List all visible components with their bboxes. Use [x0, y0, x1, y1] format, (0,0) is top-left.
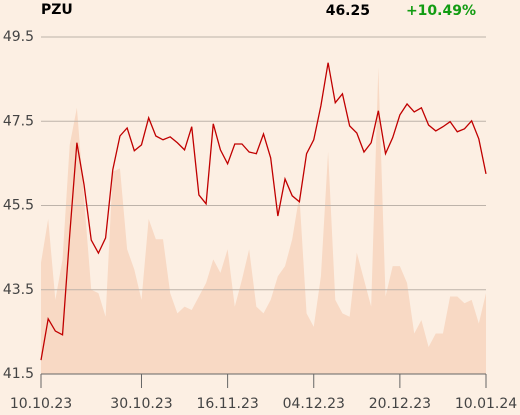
chart-title: PZU — [41, 2, 73, 18]
x-tick-label: 10.10.23 — [10, 396, 72, 412]
x-tick-label: 30.10.23 — [110, 396, 172, 412]
x-tick-label: 04.12.23 — [283, 396, 345, 412]
x-tick-label: 16.11.23 — [196, 396, 258, 412]
price-line — [40, 62, 487, 361]
y-tick-label: 47.5 — [3, 113, 34, 129]
change: +10.49% — [406, 3, 476, 19]
y-tick-label: 41.5 — [3, 366, 34, 382]
y-tick-label: 45.5 — [3, 198, 34, 214]
volume-area — [41, 67, 486, 374]
y-tick-label: 49.5 — [3, 29, 34, 45]
y-tick-label: 43.5 — [3, 282, 34, 298]
x-tick-label: 10.01.24 — [455, 396, 517, 412]
price: 46.25 — [326, 3, 370, 19]
x-tick-label: 20.12.23 — [369, 396, 431, 412]
